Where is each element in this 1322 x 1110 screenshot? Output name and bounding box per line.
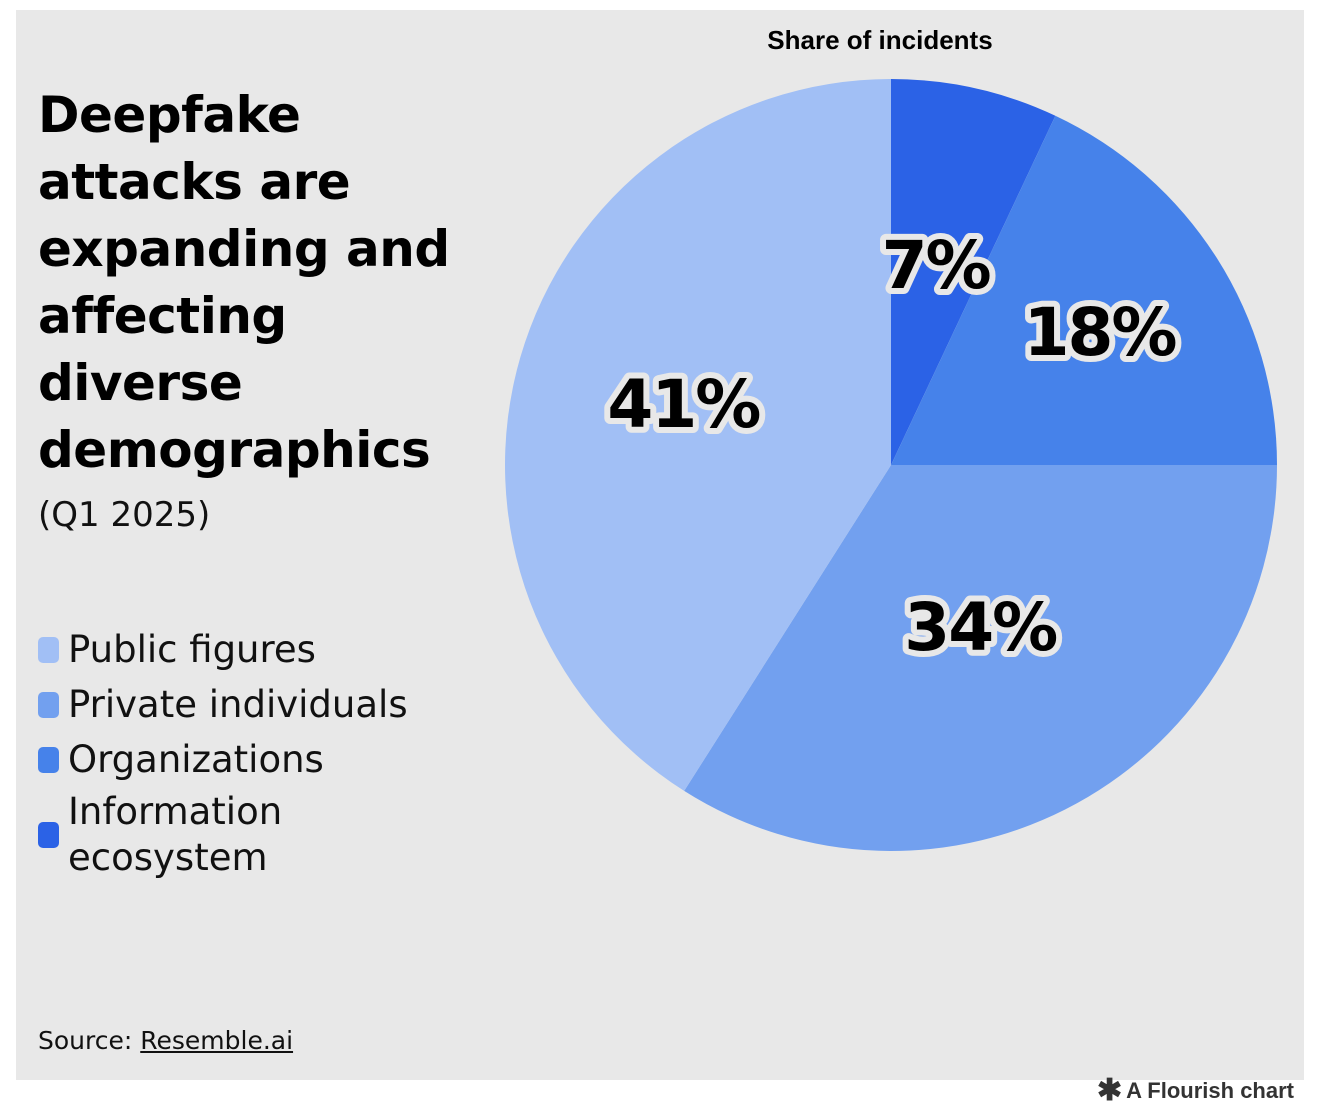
pie-slice-public-figures[interactable] [504,78,891,791]
pie-slice-private-individuals[interactable] [684,465,1277,851]
source-link[interactable]: Resemble.ai [140,1026,294,1055]
legend-label: Public figures [68,628,316,671]
legend-item-information-ecosystem[interactable]: Information ecosystem [38,789,478,881]
legend-swatch [38,691,59,718]
asterisk-icon: ✱ [1096,1074,1123,1107]
chart-title: Deepfake attacks are expanding and affec… [38,86,450,479]
pie-slice-information-ecosystem[interactable] [891,79,1056,465]
legend-label: Organizations [68,738,324,781]
pie-label-private-individuals: 34% [904,589,1057,666]
pie-label-information-ecosystem: 7% [882,227,991,304]
chart-subtitle: (Q1 2025) [38,495,211,535]
pie-label-public-figures: 41% [607,366,760,443]
source-prefix: Source: [38,1026,133,1055]
legend-label: Private individuals [68,683,408,726]
legend-swatch [38,746,59,773]
legend: Public figures Private individuals Organ… [38,622,478,881]
pie-chart-title: Share of incidents [767,25,993,55]
legend-item-organizations[interactable]: Organizations [38,732,478,787]
legend-label: Information ecosystem [68,790,283,879]
legend-swatch [38,636,59,663]
credit-text: A Flourish chart [1126,1078,1294,1103]
legend-swatch [38,822,59,848]
source-note: Source: Resemble.ai [38,1025,293,1057]
flourish-credit[interactable]: ✱ A Flourish chart [1096,1074,1294,1107]
pie-slice-organizations[interactable] [891,115,1277,465]
legend-item-public-figures[interactable]: Public figures [38,622,478,677]
pie-label-organizations: 18% [1024,294,1177,371]
legend-item-private-individuals[interactable]: Private individuals [38,677,478,732]
